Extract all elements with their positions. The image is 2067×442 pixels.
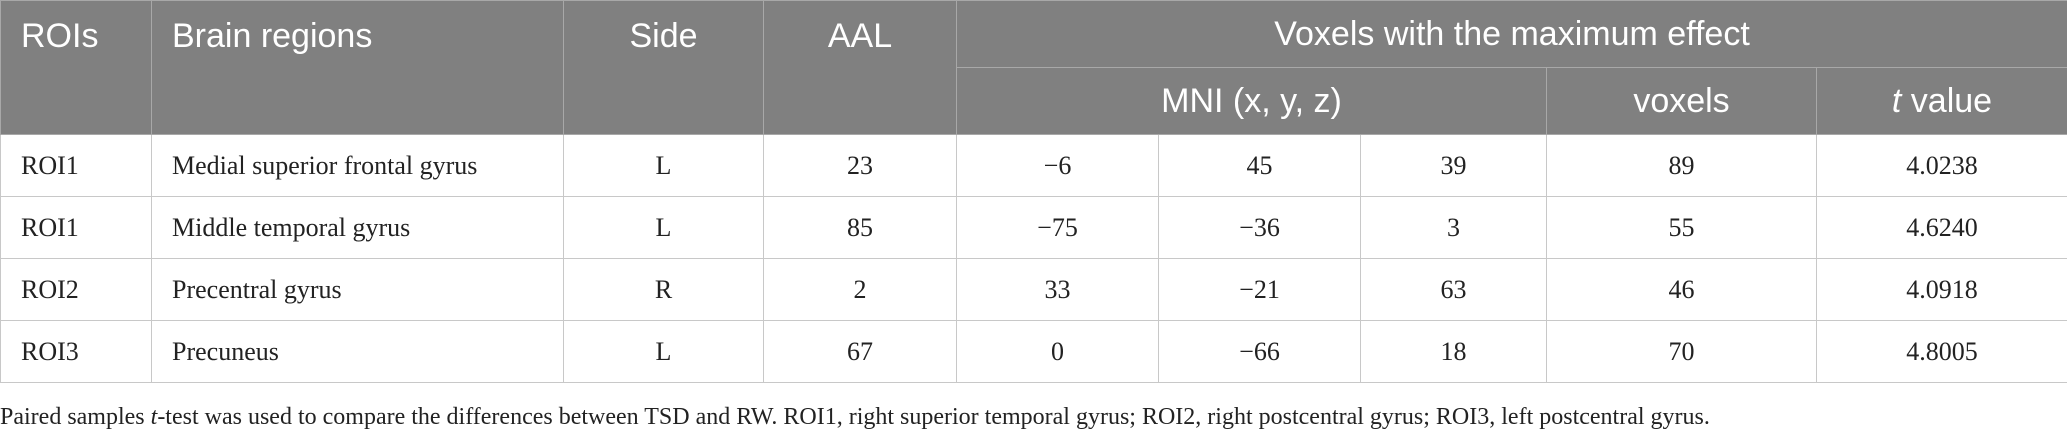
results-table: ROIs Brain regions Side AAL Voxels with … <box>0 0 2067 383</box>
table-row: ROI1 Medial superior frontal gyrus L 23 … <box>0 134 2067 197</box>
header-row-2: MNI (x, y, z) voxels t value <box>1 67 2067 135</box>
table-footnote: Paired samples t-test was used to compar… <box>0 404 2067 431</box>
table-row: ROI1 Middle temporal gyrus L 85 −75 −36 … <box>0 196 2067 259</box>
cell-roi: ROI2 <box>0 258 152 321</box>
cell-region: Precuneus <box>151 320 564 383</box>
cell-mni-z: 3 <box>1360 196 1547 259</box>
results-table-container: ROIs Brain regions Side AAL Voxels with … <box>0 0 2067 383</box>
header-rois: ROIs <box>0 0 152 135</box>
cell-region: Middle temporal gyrus <box>151 196 564 259</box>
cell-t-value: 4.0238 <box>1815 134 2067 197</box>
cell-mni-z: 63 <box>1360 258 1547 321</box>
cell-mni-x: 33 <box>956 258 1159 321</box>
header-row-1: ROIs Brain regions Side AAL Voxels with … <box>0 0 2067 135</box>
cell-voxels: 55 <box>1546 196 1817 259</box>
footnote-part2: -test was used to compare the difference… <box>157 404 1710 430</box>
cell-region: Precentral gyrus <box>151 258 564 321</box>
cell-t-value: 4.8005 <box>1815 320 2067 383</box>
header-aal: AAL <box>763 0 957 135</box>
cell-mni-x: −75 <box>956 196 1159 259</box>
cell-voxels: 46 <box>1546 258 1817 321</box>
header-mni: MNI (x, y, z) <box>956 67 1547 135</box>
cell-t-value: 4.0918 <box>1815 258 2067 321</box>
cell-voxels: 89 <box>1546 134 1817 197</box>
header-brain-regions: Brain regions <box>151 0 564 135</box>
cell-side: L <box>563 320 764 383</box>
cell-mni-y: −66 <box>1158 320 1361 383</box>
cell-mni-y: −21 <box>1158 258 1361 321</box>
header-side: Side <box>563 0 764 135</box>
cell-mni-x: 0 <box>956 320 1159 383</box>
header-t-italic: t <box>1891 81 1902 120</box>
cell-aal: 23 <box>763 134 957 197</box>
cell-mni-x: −6 <box>956 134 1159 197</box>
header-t-value: t value <box>1815 67 2067 135</box>
cell-mni-y: 45 <box>1158 134 1361 197</box>
footnote-part1: Paired samples <box>0 404 151 430</box>
table-row: ROI3 Precuneus L 67 0 −66 18 70 4.8005 <box>0 320 2067 383</box>
cell-roi: ROI1 <box>0 134 152 197</box>
footnote-t-italic: t <box>150 404 158 430</box>
header-t-rest: value <box>1901 81 1993 120</box>
cell-roi: ROI3 <box>0 320 152 383</box>
cell-aal: 2 <box>763 258 957 321</box>
header-voxels-max-effect: Voxels with the maximum effect <box>955 0 2067 68</box>
cell-side: L <box>563 196 764 259</box>
cell-region: Medial superior frontal gyrus <box>151 134 564 197</box>
cell-aal: 67 <box>763 320 957 383</box>
cell-t-value: 4.6240 <box>1815 196 2067 259</box>
header-voxels: voxels <box>1546 67 1817 135</box>
cell-side: R <box>563 258 764 321</box>
cell-aal: 85 <box>763 196 957 259</box>
cell-mni-z: 39 <box>1360 134 1547 197</box>
cell-side: L <box>563 134 764 197</box>
cell-voxels: 70 <box>1546 320 1817 383</box>
cell-mni-z: 18 <box>1360 320 1547 383</box>
table-row: ROI2 Precentral gyrus R 2 33 −21 63 46 4… <box>0 258 2067 321</box>
cell-roi: ROI1 <box>0 196 152 259</box>
cell-mni-y: −36 <box>1158 196 1361 259</box>
